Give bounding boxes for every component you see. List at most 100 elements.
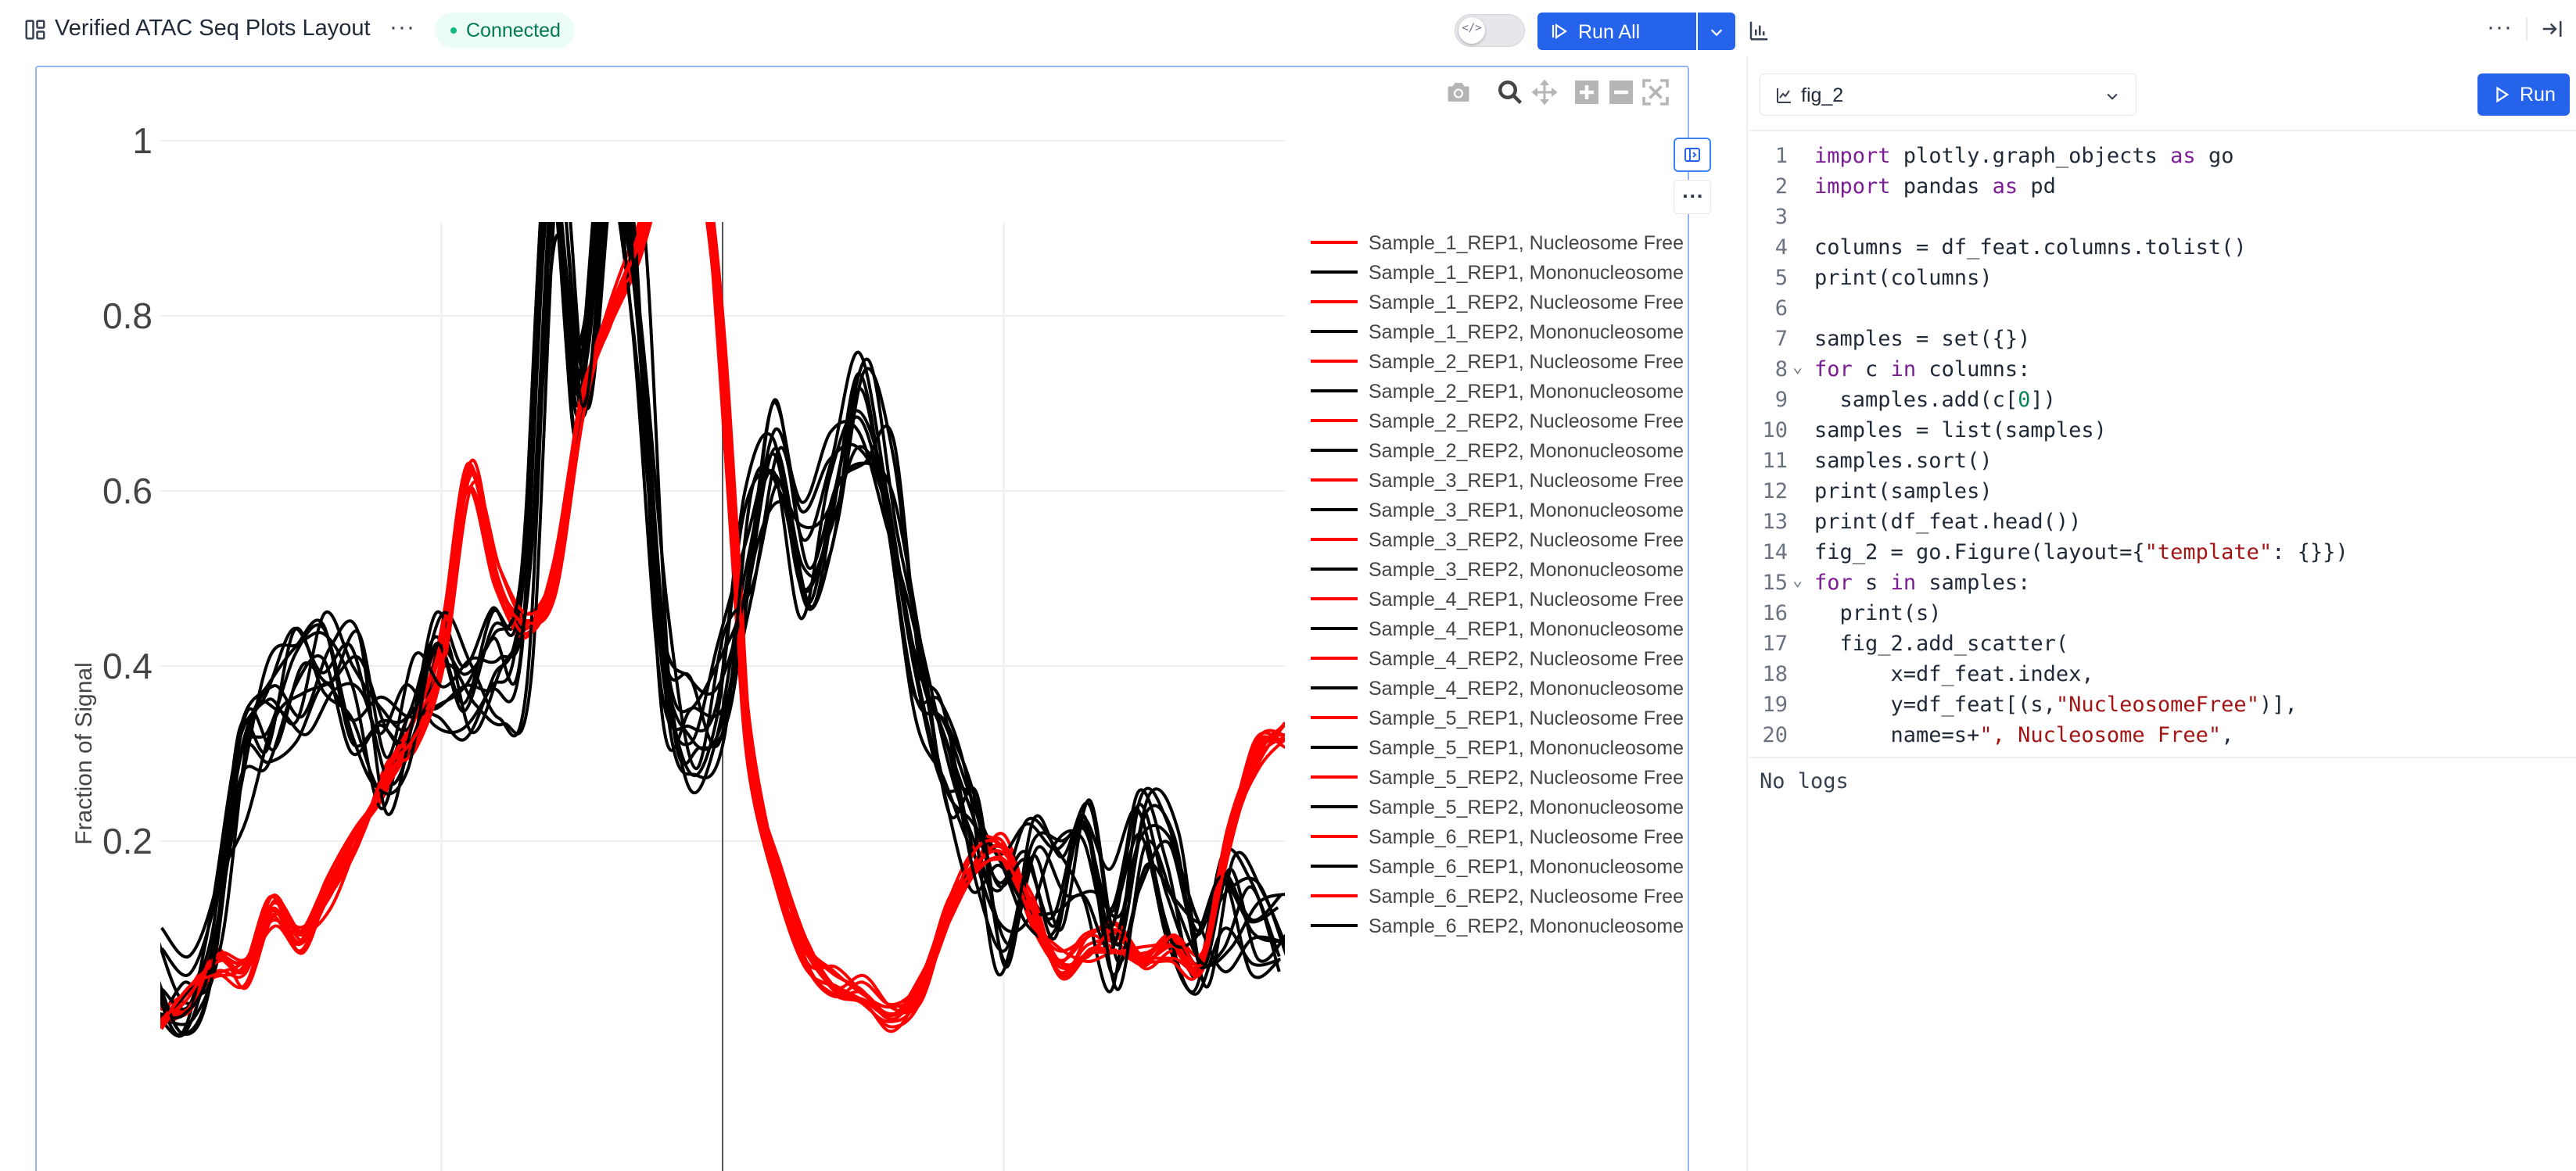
code-line[interactable]: 7 samples = set({}) [1749,322,2576,353]
legend-item-label[interactable]: Sample_1_REP1, Nucleosome Free [1369,232,1684,254]
legend-item-label[interactable]: Sample_2_REP2, Mononucleosome [1369,440,1684,462]
code-line[interactable]: 13 print(df_feat.head()) [1749,505,2576,535]
code-line[interactable]: 15 ⌄ for s in samples: [1749,566,2576,596]
line-number: 17 [1762,632,1788,656]
legend-item-label[interactable]: Sample_4_REP1, Nucleosome Free [1369,589,1684,611]
y-tick-label: 0.6 [102,471,152,511]
legend-item-label[interactable]: Sample_5_REP1, Mononucleosome [1369,737,1684,759]
legend-item-label[interactable]: Sample_5_REP2, Mononucleosome [1369,797,1684,818]
code-line[interactable]: 18 x=df_feat.index, [1749,657,2576,688]
code-token: pandas [1890,174,1993,199]
code-editor[interactable]: 1 import plotly.graph_objects as go 2 impor… [1749,131,2576,757]
cell-more-button[interactable]: ··· [1674,180,1711,214]
code-token: ", Nucleosome Free" [1979,723,2222,747]
code-token: samples = set({}) [1814,327,2031,351]
code-line[interactable]: 11 samples.sort() [1749,444,2576,474]
connection-status-label: Connected [466,20,561,41]
code-line[interactable]: 8 ⌄ for c in columns: [1749,353,2576,383]
code-line[interactable]: 5 print(columns) [1749,261,2576,292]
legend-item-label[interactable]: Sample_5_REP1, Nucleosome Free [1369,707,1684,729]
layout-icon[interactable] [23,18,47,41]
camera-icon[interactable] [1444,78,1473,106]
code-token: go [2195,144,2234,168]
fold-chevron-icon[interactable]: ⌄ [1792,357,1803,377]
bar-chart-icon[interactable] [1747,19,1771,42]
line-number: 6 [1774,296,1788,321]
chart-icon [1777,88,1791,103]
code-token: c [1852,357,1891,381]
zoom-in-icon[interactable] [1573,78,1601,106]
y-axis-ticks: 0.2 0.4 0.6 0.8 1 [102,120,152,861]
legend-item-label[interactable]: Sample_6_REP2, Mononucleosome [1369,915,1684,937]
code-line[interactable]: 1 import plotly.graph_objects as go [1749,139,2576,170]
logs-divider[interactable] [1749,757,2576,758]
code-line[interactable]: 19 y=df_feat[(s,"NucleosomeFree")], [1749,688,2576,718]
run-all-button[interactable]: Run All [1537,13,1696,50]
legend-item-label[interactable]: Sample_4_REP2, Nucleosome Free [1369,648,1684,670]
line-number: 5 [1774,266,1788,290]
line-number: 12 [1762,479,1788,503]
code-view-toggle[interactable]: </> [1455,14,1525,47]
chevron-down-icon [1710,29,1723,37]
collapse-panel-icon[interactable] [2540,17,2563,41]
legend-item-label[interactable]: Sample_1_REP1, Mononucleosome [1369,262,1684,284]
run-button[interactable]: Run [2477,73,2570,116]
legend-item-label[interactable]: Sample_2_REP1, Nucleosome Free [1369,351,1684,373]
fold-chevron-icon[interactable]: ⌄ [1792,571,1803,590]
title-more-button[interactable]: ··· [389,14,415,40]
code-line[interactable]: 14 fig_2 = go.Figure(layout={"template": … [1749,535,2576,566]
zoom-out-icon[interactable] [1607,78,1635,106]
figure-select[interactable]: fig_2 [1760,73,2137,116]
code-line[interactable]: 20 name=s+", Nucleosome Free", [1749,718,2576,749]
code-token: name=s+ [1814,723,1980,747]
code-line[interactable]: 3 [1749,200,2576,231]
legend-item-label[interactable]: Sample_3_REP1, Mononucleosome [1369,500,1684,521]
code-line[interactable]: 4 columns = df_feat.columns.tolist() [1749,231,2576,261]
code-line[interactable]: 17 fig_2.add_scatter( [1749,627,2576,657]
toggle-side-panel-button[interactable] [1674,138,1711,172]
line-chart[interactable]: 0.2 0.4 0.6 0.8 1 Fraction of Signal Sample_… [35,66,1689,1171]
pan-icon[interactable] [1530,78,1559,106]
legend-item-label[interactable]: Sample_3_REP2, Mononucleosome [1369,559,1684,581]
legend-item-label[interactable]: Sample_4_REP1, Mononucleosome [1369,618,1684,640]
legend-item-label[interactable]: Sample_2_REP2, Nucleosome Free [1369,410,1684,432]
code-text: samples = set({}) [1814,327,2030,351]
code-line[interactable]: 10 samples = list(samples) [1749,414,2576,444]
code-token: import [1814,144,1891,168]
zoom-icon[interactable] [1496,78,1524,106]
legend-item-label[interactable]: Sample_3_REP1, Nucleosome Free [1369,470,1684,492]
legend-item-label[interactable]: Sample_6_REP1, Nucleosome Free [1369,826,1684,848]
run-all-dropdown-button[interactable] [1698,13,1735,50]
legend-item-label[interactable]: Sample_4_REP2, Mononucleosome [1369,678,1684,700]
code-line[interactable]: 6 [1749,292,2576,322]
y-tick-label: 0.2 [102,821,152,861]
legend-item-label[interactable]: Sample_1_REP2, Mononucleosome [1369,321,1684,343]
panel-divider[interactable] [1746,56,1748,1171]
code-token: columns: [1916,357,2031,381]
code-token: print(s) [1814,601,1942,625]
output-cell[interactable] [35,66,1689,1171]
panel-more-button[interactable]: ··· [2487,14,2513,40]
legend-item-label[interactable]: Sample_3_REP2, Nucleosome Free [1369,529,1684,551]
code-text: samples.add(c[0]) [1814,388,2056,412]
code-text: print(df_feat.head()) [1814,510,2081,534]
line-number: 8 [1774,357,1788,381]
code-line[interactable]: 12 print(samples) [1749,474,2576,505]
code-token: print(columns) [1814,266,1993,290]
autoscale-icon[interactable] [1641,78,1670,106]
legend-item-label[interactable]: Sample_6_REP1, Mononucleosome [1369,856,1684,878]
code-line[interactable]: 16 print(s) [1749,596,2576,627]
code-line[interactable]: 2 import pandas as pd [1749,170,2576,200]
code-token: in [1890,357,1917,381]
legend-item-label[interactable]: Sample_5_REP2, Nucleosome Free [1369,767,1684,789]
code-token: x=df_feat.index, [1814,662,2094,686]
line-number: 15 [1762,571,1788,595]
chevron-down-icon [2107,93,2118,100]
code-token: )], [2258,693,2298,717]
code-token: import [1814,174,1891,199]
legend-item-label[interactable]: Sample_6_REP2, Nucleosome Free [1369,886,1684,908]
legend-item-label[interactable]: Sample_1_REP2, Nucleosome Free [1369,292,1684,313]
code-line[interactable]: 9 samples.add(c[0]) [1749,383,2576,414]
code-text: name=s+", Nucleosome Free", [1814,723,2234,747]
legend-item-label[interactable]: Sample_2_REP1, Mononucleosome [1369,381,1684,403]
